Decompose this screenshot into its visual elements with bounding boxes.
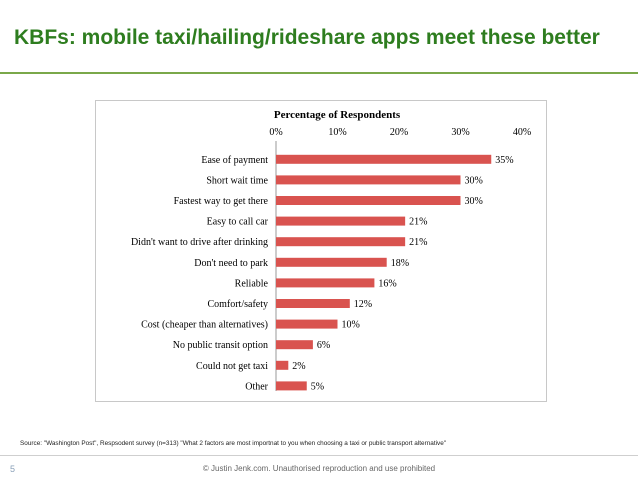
value-label: 35% <box>495 155 513 166</box>
bar <box>276 175 461 185</box>
chart-container: Percentage of Respondents 0% 10% 20% 30% 40%… <box>95 100 547 402</box>
bar <box>276 299 350 308</box>
bar <box>276 154 492 164</box>
x-tick-label: 30% <box>451 127 469 138</box>
value-label: 6% <box>317 340 330 351</box>
footer-divider <box>0 455 638 456</box>
category-label: Easy to call car <box>207 217 269 228</box>
bar <box>276 257 387 267</box>
value-label: 16% <box>378 278 396 289</box>
value-label: 21% <box>409 237 427 248</box>
category-label: Short wait time <box>206 175 268 186</box>
bar <box>276 381 307 391</box>
category-label: Ease of payment <box>201 155 268 166</box>
bar <box>276 319 338 329</box>
value-label: 30% <box>465 175 483 186</box>
category-label: Cost (cheaper than alternatives) <box>141 320 268 331</box>
source-note: Source: "Washington Post", Respsodent su… <box>20 440 447 447</box>
slide-title: KBFs: mobile taxi/hailing/rideshare apps… <box>14 26 600 49</box>
page-number: 5 <box>10 464 16 474</box>
category-label: No public transit option <box>173 340 268 351</box>
value-label: 12% <box>354 299 372 310</box>
bar <box>276 360 289 370</box>
value-label: 5% <box>311 381 324 392</box>
copyright-note: © Justin Jenk.com. Unauthorised reproduc… <box>202 464 436 473</box>
value-label: 30% <box>465 196 483 207</box>
category-label: Comfort/safety <box>207 299 268 310</box>
x-tick-label: 20% <box>390 127 408 138</box>
category-label: Other <box>245 381 268 392</box>
category-label: Reliable <box>235 278 269 289</box>
category-label: Fastest way to get there <box>174 196 269 207</box>
category-label: Could not get taxi <box>196 361 268 372</box>
bar <box>276 216 406 226</box>
value-label: 21% <box>409 217 427 228</box>
x-tick-label: 10% <box>328 127 346 138</box>
x-tick-label: 0% <box>269 127 282 138</box>
category-label: Didn't want to drive after drinking <box>131 237 268 248</box>
x-tick-label: 40% <box>513 127 531 138</box>
category-label: Don't need to park <box>194 258 268 269</box>
bar-chart: Percentage of Respondents 0% 10% 20% 30% 40%… <box>131 109 531 392</box>
bar <box>276 196 461 205</box>
bar <box>276 237 406 247</box>
value-label: 2% <box>292 361 305 372</box>
chart-title: Percentage of Respondents <box>274 109 401 121</box>
bar <box>276 278 375 288</box>
bar <box>276 340 313 350</box>
value-label: 18% <box>391 258 409 269</box>
title-divider <box>0 72 638 74</box>
value-label: 10% <box>342 320 360 331</box>
